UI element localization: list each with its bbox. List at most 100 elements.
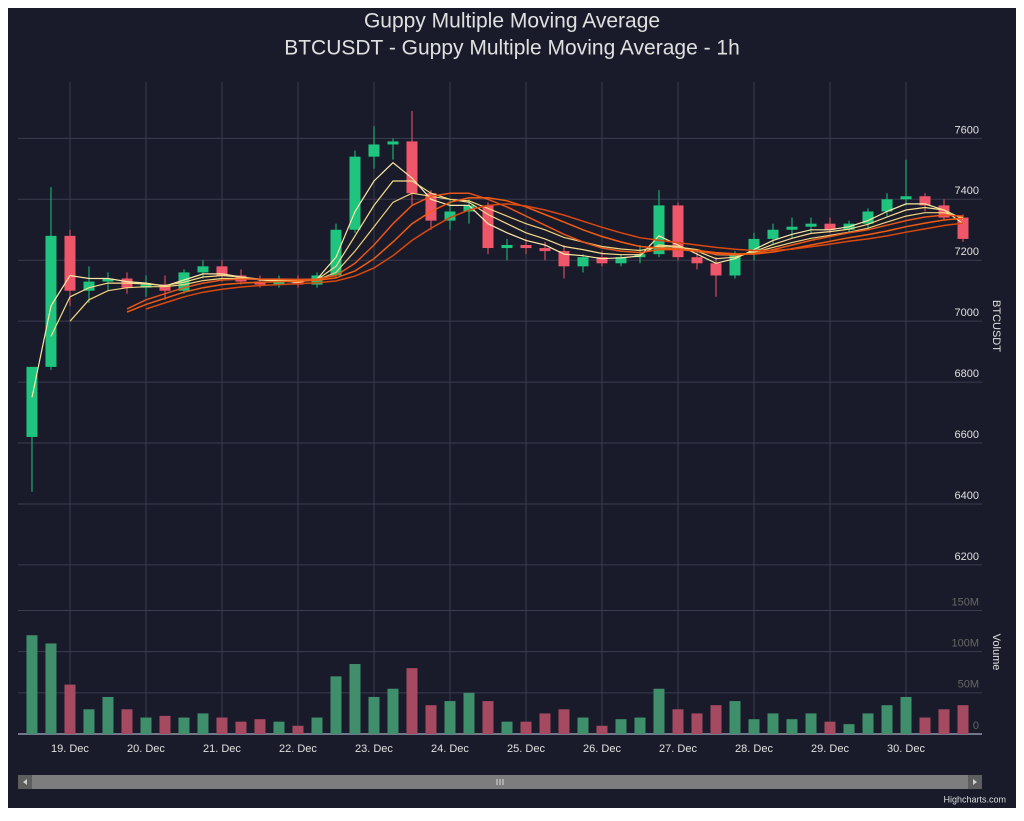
volume-bar [615, 719, 627, 734]
candle-body [862, 211, 874, 224]
candle-body [558, 251, 570, 267]
candle-body [539, 248, 551, 252]
candle-body [425, 193, 437, 221]
y-tick-label: 6400 [955, 490, 979, 502]
volume-bar [748, 719, 760, 734]
candle-body [330, 229, 342, 276]
volume-bar [691, 713, 703, 734]
volume-bar [140, 717, 152, 734]
scrollbar[interactable] [18, 775, 982, 789]
x-tick-label: 22. Dec [279, 743, 317, 755]
candle-body [197, 266, 209, 273]
candle-body [729, 254, 741, 276]
volume-bar [710, 705, 722, 734]
candle-body [368, 144, 380, 157]
candle-body [254, 281, 266, 285]
volume-tick-label: 0 [973, 720, 979, 732]
candle-body [805, 223, 817, 227]
candle-body [406, 141, 418, 194]
volume-bar [729, 701, 741, 734]
x-tick-label: 20. Dec [127, 743, 165, 755]
candle-body [273, 281, 285, 285]
volume-bar [387, 688, 399, 734]
volume-bar [672, 709, 684, 734]
candle-body [691, 257, 703, 264]
volume-bar [577, 717, 589, 734]
volume-bar [539, 713, 551, 734]
volume-bar [900, 696, 912, 734]
candle-body [824, 223, 836, 230]
candle-body [900, 196, 912, 200]
candle-body [159, 284, 171, 291]
candle-body [83, 281, 95, 291]
y-tick-label: 7000 [955, 307, 979, 319]
volume-bar [520, 721, 532, 734]
candle-body [349, 156, 361, 230]
volume-bar [767, 713, 779, 734]
volume-axis-title: Volume [990, 634, 1002, 671]
candle-body [64, 235, 76, 291]
moving-average-line [50, 180, 964, 337]
y-axis-title: BTCUSDT [990, 300, 1002, 352]
x-tick-label: 27. Dec [659, 743, 697, 755]
candle-body [501, 245, 513, 249]
chart-title: Guppy Multiple Moving Average [364, 10, 660, 33]
volume-bar [349, 664, 361, 734]
candle-body [178, 272, 190, 291]
candle-body [387, 141, 399, 145]
volume-bar [824, 721, 836, 734]
candle-body [710, 263, 722, 276]
volume-bar [558, 709, 570, 734]
volume-bar [45, 643, 57, 734]
x-tick-label: 23. Dec [355, 743, 393, 755]
volume-bar [273, 721, 285, 734]
volume-bar [197, 713, 209, 734]
candle-body [520, 245, 532, 249]
volume-bar [64, 684, 76, 734]
volume-bar [862, 713, 874, 734]
volume-bar [178, 717, 190, 734]
volume-bar [292, 725, 304, 734]
volume-bar [919, 717, 931, 734]
candle-body [653, 205, 665, 255]
x-tick-label: 28. Dec [735, 743, 773, 755]
volume-tick-label: 100M [951, 638, 979, 650]
volume-bar [311, 717, 323, 734]
candle-body [919, 196, 931, 206]
volume-bar [805, 713, 817, 734]
volume-bar [596, 725, 608, 734]
volume-bar [368, 696, 380, 734]
candle-body [672, 205, 684, 258]
volume-bar [159, 715, 171, 734]
candle-body [767, 229, 779, 239]
chart-background [8, 8, 1016, 808]
volume-bar [482, 701, 494, 734]
candle-body [577, 257, 589, 267]
volume-tick-label: 150M [951, 596, 979, 608]
y-tick-label: 6600 [955, 429, 979, 441]
y-tick-label: 6800 [955, 368, 979, 380]
candle-body [615, 257, 627, 264]
volume-bar [254, 719, 266, 734]
volume-bar [235, 721, 247, 734]
y-tick-label: 7400 [955, 185, 979, 197]
volume-bar [653, 688, 665, 734]
volume-bar [330, 676, 342, 734]
volume-bar [425, 705, 437, 734]
x-tick-label: 29. Dec [811, 743, 849, 755]
candle-body [596, 257, 608, 264]
volume-bar [83, 709, 95, 734]
y-tick-label: 7200 [955, 246, 979, 258]
volume-bar [102, 696, 114, 734]
volume-bar [216, 717, 228, 734]
volume-bar [786, 719, 798, 734]
candle-body [938, 205, 950, 218]
volume-bar [463, 692, 475, 734]
x-tick-label: 26. Dec [583, 743, 621, 755]
x-tick-label: 30. Dec [887, 743, 925, 755]
volume-bar [444, 701, 456, 734]
candle-body [216, 266, 228, 276]
candle-body [463, 205, 475, 212]
candle-body [957, 217, 969, 239]
